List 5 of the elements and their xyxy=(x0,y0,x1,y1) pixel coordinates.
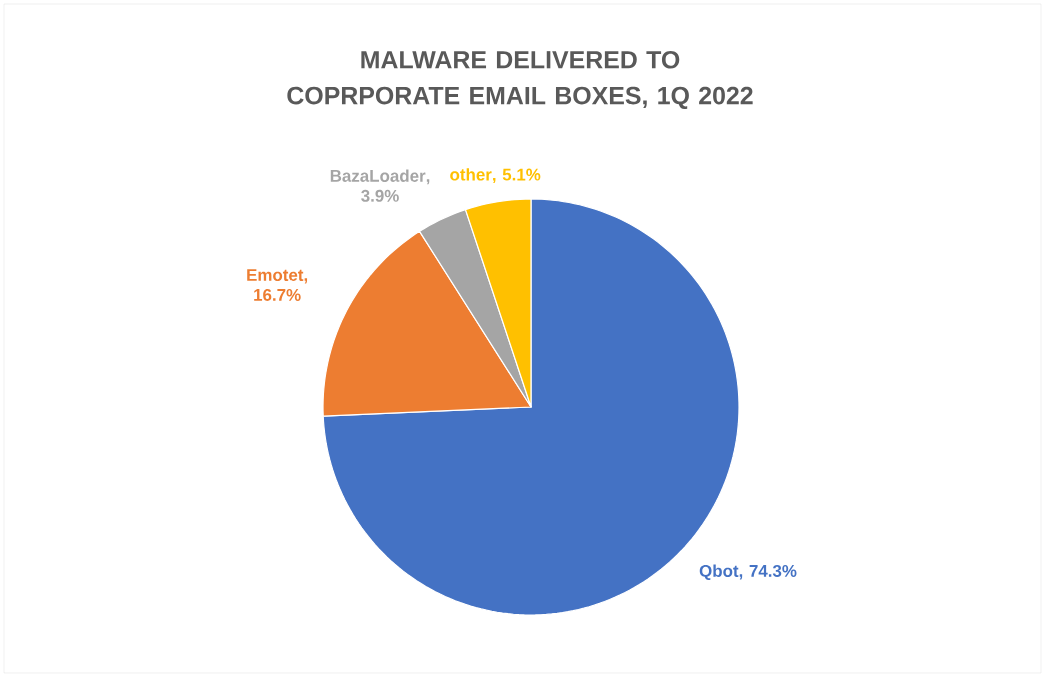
chart-title: MALWARE DELIVERED TO COPRPORATE EMAIL BOXES, 1Q 2022 xyxy=(287,50,753,110)
slice-label: Qbot xyxy=(699,564,739,581)
slice-label: other xyxy=(450,168,492,181)
data-label: , 74.3% xyxy=(739,564,797,580)
data-label: , 5.1% xyxy=(493,168,541,184)
